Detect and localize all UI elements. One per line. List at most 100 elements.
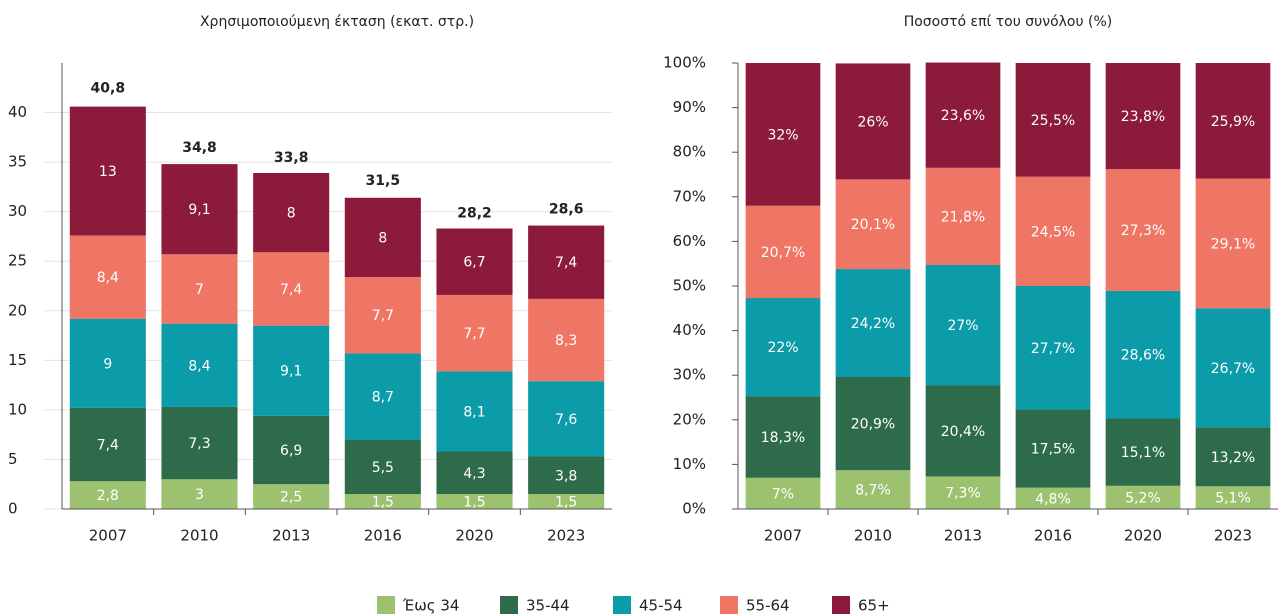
- bar-segment: [69, 407, 146, 482]
- bar-segment: [161, 254, 238, 324]
- data-label: 4,3: [463, 466, 485, 482]
- bar-segment: [253, 415, 330, 485]
- y-tick-label: 40%: [673, 321, 706, 339]
- data-label: 13: [99, 164, 117, 180]
- bar-segment: [1015, 487, 1091, 509]
- data-label: 13,2%: [1211, 450, 1255, 466]
- bar-segment: [344, 277, 421, 354]
- data-label: 5,2%: [1125, 490, 1161, 506]
- data-label: 3,8: [555, 468, 577, 484]
- data-label: 7,3%: [945, 486, 981, 502]
- bar-segment: [528, 298, 605, 382]
- y-tick-label: 0: [8, 500, 18, 518]
- legend-swatch: [720, 596, 738, 614]
- bar-segment: [925, 167, 1001, 266]
- y-tick-label: 30%: [673, 366, 706, 384]
- x-tick-label: 2007: [89, 527, 127, 545]
- data-label: 2,5: [280, 490, 302, 506]
- data-label: 25,5%: [1031, 113, 1075, 129]
- bar-segment: [925, 385, 1001, 477]
- total-label: 28,6: [549, 202, 584, 218]
- total-label: 33,8: [274, 150, 309, 166]
- bar-segment: [1015, 176, 1091, 286]
- data-label: 26,7%: [1211, 361, 1255, 377]
- bar-segment: [69, 235, 146, 319]
- bar-segment: [835, 63, 911, 180]
- data-label: 27%: [947, 318, 978, 334]
- legend-swatch: [832, 596, 850, 614]
- data-label: 6,9: [280, 443, 302, 459]
- total-label: 40,8: [91, 81, 126, 97]
- bar-segment: [1195, 63, 1271, 179]
- bar-segment: [925, 476, 1001, 509]
- data-label: 18,3%: [761, 430, 805, 446]
- legend-label: 65+: [858, 597, 890, 615]
- data-label: 24,5%: [1031, 224, 1075, 240]
- y-tick-label: 25: [8, 252, 27, 270]
- y-tick-label: 5: [8, 450, 18, 468]
- y-tick-label: 80%: [673, 143, 706, 161]
- x-tick-label: 2020: [1124, 527, 1162, 545]
- data-label: 7%: [772, 486, 794, 502]
- y-tick-label: 50%: [673, 277, 706, 295]
- data-label: 20,1%: [851, 217, 895, 233]
- data-label: 20,9%: [851, 417, 895, 433]
- bar-segment: [1015, 286, 1091, 410]
- legend-swatch: [377, 596, 395, 614]
- legend-label: 55-64: [746, 597, 790, 615]
- bar-segment: [161, 406, 238, 480]
- legend-label: 45-54: [639, 597, 683, 615]
- bar-segment: [1015, 63, 1091, 177]
- total-label: 28,2: [457, 206, 492, 222]
- x-tick-label: 2010: [180, 527, 218, 545]
- bar-segment: [1105, 418, 1181, 486]
- x-tick-label: 2016: [364, 527, 402, 545]
- bar-segment: [1105, 169, 1181, 291]
- data-label: 28,6%: [1121, 348, 1165, 364]
- y-tick-label: 20: [8, 301, 27, 319]
- bar-segment: [344, 494, 421, 509]
- bar-segment: [1015, 409, 1091, 488]
- data-label: 21,8%: [941, 209, 985, 225]
- data-label: 3: [195, 487, 204, 503]
- x-tick-label: 2013: [272, 527, 310, 545]
- bar-segment: [1105, 485, 1181, 509]
- data-label: 6,7: [463, 255, 485, 271]
- x-tick-label: 2007: [764, 527, 802, 545]
- data-label: 26%: [857, 114, 888, 130]
- data-label: 4,8%: [1035, 491, 1071, 507]
- bar-segment: [835, 470, 911, 509]
- data-label: 25,9%: [1211, 114, 1255, 130]
- data-label: 9,1: [188, 202, 210, 218]
- bar-segment: [835, 269, 911, 377]
- chart-title: Ποσοστό επί του συνόλου (%): [904, 14, 1113, 30]
- data-label: 2,8: [97, 488, 119, 504]
- data-label: 8,3: [555, 333, 577, 349]
- total-label: 34,8: [182, 140, 217, 156]
- legend-label: Έως 34: [402, 597, 459, 615]
- data-label: 8: [287, 206, 296, 222]
- legend-swatch: [613, 596, 631, 614]
- bar-segment: [1105, 290, 1181, 419]
- bar-segment: [1105, 63, 1181, 170]
- data-label: 8,4: [97, 270, 119, 286]
- bar-segment: [436, 228, 513, 295]
- bar-segment: [253, 484, 330, 509]
- data-label: 7,6: [555, 412, 577, 428]
- bar-segment: [745, 63, 821, 206]
- bar-segment: [161, 323, 238, 407]
- data-label: 5,1%: [1215, 491, 1251, 507]
- data-label: 7: [195, 282, 204, 298]
- bar-segment: [1195, 427, 1271, 487]
- legend-swatch: [500, 596, 518, 614]
- bar-segment: [69, 318, 146, 408]
- data-label: 7,3: [188, 436, 210, 452]
- bar-segment: [528, 456, 605, 495]
- y-tick-label: 10%: [673, 455, 706, 473]
- data-label: 7,4: [280, 282, 302, 298]
- total-label: 31,5: [366, 173, 401, 189]
- bar-segment: [745, 396, 821, 478]
- chart-title: Χρησιμοποιούμενη έκταση (εκατ. στρ.): [200, 14, 474, 30]
- bar-segment: [925, 62, 1001, 168]
